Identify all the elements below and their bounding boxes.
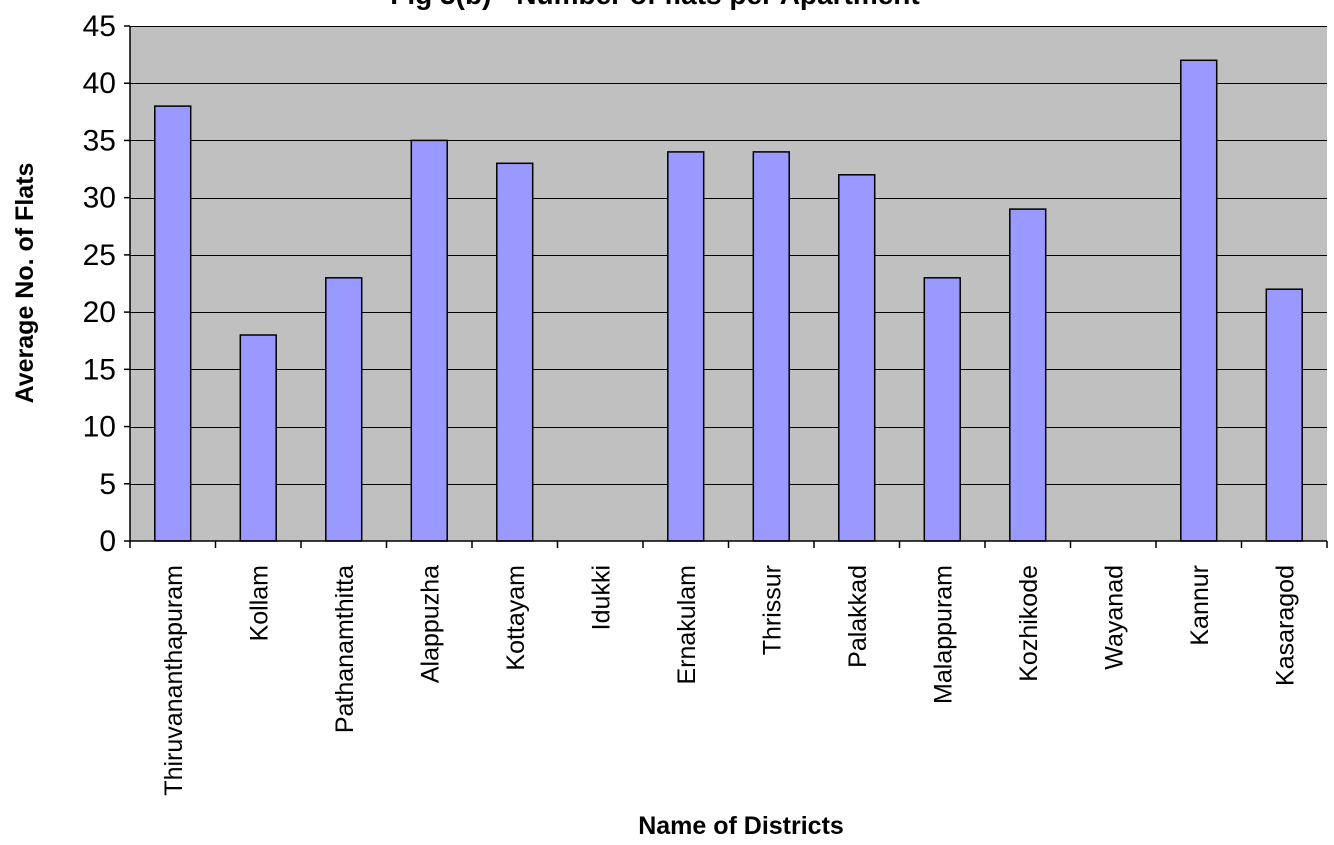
bar-thrissur — [752, 151, 790, 542]
x-tick-label: Kozhikode — [1015, 565, 1043, 682]
x-tick-label: Ernakulam — [673, 565, 701, 685]
y-tick-label: 10 — [83, 411, 116, 444]
y-tick-label: 0 — [99, 525, 116, 558]
x-tick-label: Thiruvananthapuram — [160, 565, 188, 796]
bar-kozhikode — [1009, 208, 1047, 542]
bar-thiruvananthapuram — [154, 105, 192, 542]
x-tick-label: Malappuram — [929, 565, 957, 704]
x-tick-label: Kollam — [245, 565, 273, 641]
y-tick-label: 30 — [83, 182, 116, 215]
x-tick-label: Kottayam — [502, 565, 530, 671]
x-tick-label: Kasaragod — [1271, 565, 1299, 686]
bar-malappuram — [923, 277, 961, 542]
y-tick-label: 15 — [83, 353, 116, 386]
chart-title: Fig 3(b) - Number of flats per Apartment — [390, 0, 919, 10]
x-tick-labels: Thiruvananthapuram Kollam Pathanamthitta Al… — [160, 565, 1300, 796]
bar-kottayam — [496, 162, 534, 542]
y-tick-label: 40 — [83, 67, 116, 100]
x-tick-label: Wayanad — [1100, 565, 1128, 670]
y-tick-label: 45 — [83, 10, 116, 43]
bar-kollam — [239, 334, 277, 542]
bar-ernakulam — [667, 151, 705, 542]
y-axis-title: Average No. of Flats — [11, 163, 39, 404]
axes — [124, 25, 1328, 548]
x-tick-label: Palakkad — [844, 565, 872, 668]
y-tick-label: 25 — [83, 239, 116, 272]
x-tick-label: Idukki — [587, 565, 615, 630]
x-axis-title: Name of Districts — [638, 812, 844, 840]
y-tick-label: 5 — [99, 468, 116, 501]
plot-area — [130, 26, 1327, 541]
x-tick-label: Thrissur — [758, 565, 786, 655]
bar-kannur — [1180, 59, 1218, 542]
y-tick-label: 20 — [83, 296, 116, 329]
y-tick-label: 35 — [83, 124, 116, 157]
bars — [154, 59, 1303, 542]
x-tick-label: Alappuzha — [416, 565, 444, 683]
x-tick-label: Pathanamthitta — [331, 565, 359, 733]
bar-kasaragod — [1265, 288, 1303, 542]
y-tick-labels: 0 5 10 15 20 25 30 35 40 45 — [83, 10, 116, 558]
bar-pathanamthitta — [325, 277, 363, 542]
bar-alappuzha — [410, 139, 448, 542]
x-tick-label: Kannur — [1186, 565, 1214, 646]
bar-palakkad — [838, 174, 876, 542]
